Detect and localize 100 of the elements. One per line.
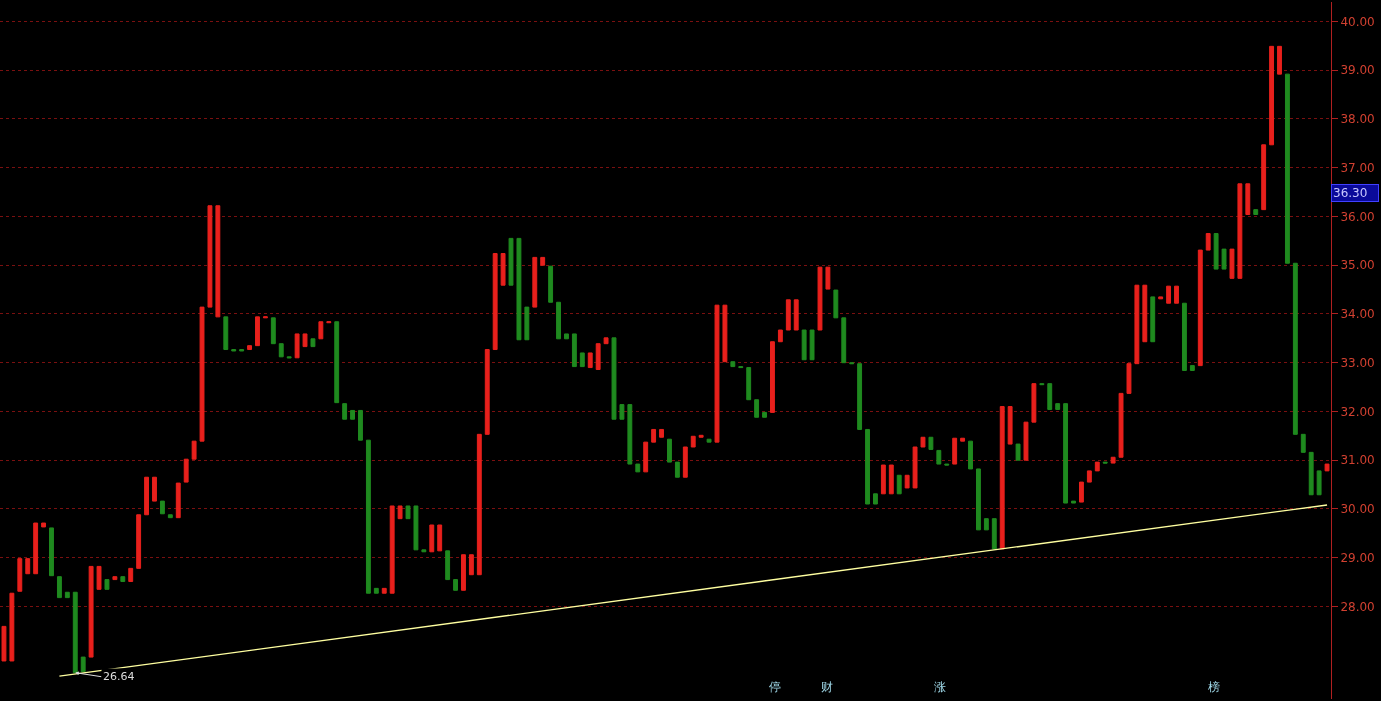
candlestick	[199, 306, 205, 442]
candlestick	[1189, 365, 1195, 371]
candlestick	[152, 476, 157, 502]
y-tick-label: 38.00	[1340, 112, 1375, 127]
annotation: 停	[769, 680, 781, 694]
candlestick	[714, 304, 720, 443]
candlestick	[223, 316, 229, 351]
candlestick	[1110, 456, 1116, 464]
candlestick	[1221, 248, 1227, 270]
candlestick	[88, 565, 94, 658]
candlestick	[1205, 233, 1211, 251]
candlestick	[1063, 403, 1069, 504]
candlestick	[33, 522, 39, 575]
candlestick	[1261, 144, 1267, 211]
candlestick	[104, 579, 110, 590]
candlestick	[587, 352, 593, 369]
candlestick	[706, 438, 712, 443]
candlestick	[1039, 383, 1045, 386]
candlestick	[785, 299, 791, 331]
candlestick	[904, 474, 910, 489]
y-tick-label: 31.00	[1340, 453, 1375, 468]
candlestick	[730, 361, 736, 368]
candlestick	[389, 505, 395, 594]
candlestick	[365, 439, 371, 594]
candlestick	[461, 554, 466, 591]
candlestick	[540, 256, 546, 266]
y-tick-label: 33.00	[1340, 355, 1375, 370]
candlestick	[698, 434, 704, 438]
candlestick	[682, 446, 688, 478]
candlestick	[1079, 481, 1084, 503]
candlestick	[508, 237, 514, 286]
candlestick	[1102, 461, 1108, 464]
candlestick	[1007, 406, 1013, 445]
candlestick	[754, 399, 760, 418]
candlestick	[936, 449, 942, 465]
candlestick	[865, 428, 870, 505]
candlestick	[1284, 73, 1290, 264]
candlestick	[96, 565, 102, 590]
candlestick	[659, 428, 664, 438]
candlestick	[690, 435, 696, 448]
candlestick	[968, 440, 973, 470]
candlestick	[1269, 45, 1275, 146]
candlestick	[326, 321, 332, 324]
candlestick	[120, 576, 126, 583]
candlestick	[381, 587, 387, 594]
candlestick	[41, 522, 47, 528]
candlestick	[191, 440, 197, 460]
candlestick	[603, 337, 609, 345]
candlestick	[1158, 296, 1164, 300]
candlestick	[801, 329, 807, 361]
candlestick	[571, 333, 577, 368]
candlestick	[1, 625, 7, 662]
text: 36.30	[1333, 186, 1368, 200]
candlestick	[746, 367, 752, 401]
candlestick	[1277, 45, 1282, 75]
candlestick	[1055, 403, 1061, 410]
candlestick	[255, 316, 260, 347]
candlestick	[960, 437, 966, 442]
candlestick	[635, 463, 641, 473]
candlestick	[278, 343, 284, 358]
candlestick	[1126, 363, 1132, 394]
candlestick	[762, 411, 767, 418]
candlestick	[619, 404, 625, 420]
candlestick	[49, 527, 54, 577]
candlestick	[1197, 249, 1203, 367]
candlestick	[888, 464, 894, 495]
candlestick	[437, 524, 443, 552]
candlestick	[112, 576, 118, 581]
candlestick	[928, 436, 934, 450]
candlestick	[247, 345, 252, 351]
candlestick	[421, 549, 427, 553]
candlestick	[207, 205, 213, 308]
candlestick	[1150, 296, 1156, 343]
candlestick	[944, 463, 950, 466]
candlestick	[841, 317, 847, 364]
candlestick	[373, 587, 379, 594]
candlestick	[9, 592, 15, 662]
candlestick	[128, 567, 134, 583]
candlestick	[983, 518, 989, 531]
candlestick	[896, 474, 902, 495]
candlestick	[777, 329, 783, 343]
candlestick	[880, 464, 886, 495]
candlestick	[64, 591, 70, 599]
candlestick	[1118, 392, 1124, 458]
candlestick	[722, 304, 728, 363]
candlestick	[516, 237, 522, 341]
candlestick	[1071, 500, 1076, 504]
candlestick	[793, 299, 799, 331]
candlestick	[595, 343, 601, 371]
candlestick	[738, 366, 744, 369]
candlestick	[579, 352, 585, 368]
y-tick-label: 32.00	[1340, 404, 1375, 419]
candlestick	[342, 403, 348, 420]
candlestick	[1316, 470, 1322, 496]
candlestick	[524, 306, 530, 341]
y-tick-label: 36.00	[1340, 209, 1375, 224]
candlestick	[302, 333, 308, 348]
candlestick	[627, 404, 633, 465]
candlestick	[17, 558, 23, 592]
candlestick	[358, 409, 363, 441]
